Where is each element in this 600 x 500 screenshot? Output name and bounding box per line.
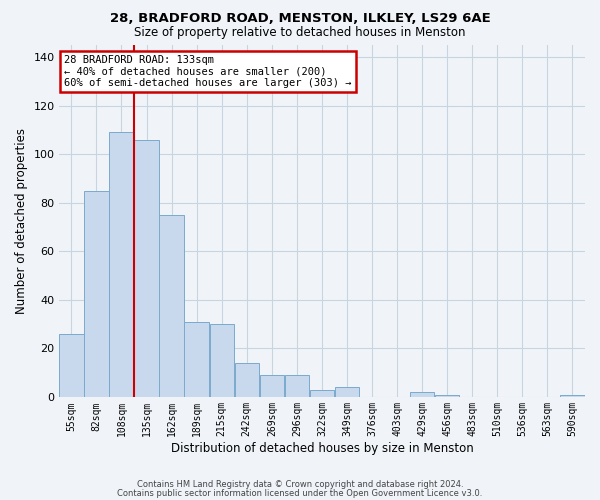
Y-axis label: Number of detached properties: Number of detached properties — [15, 128, 28, 314]
Bar — [435, 394, 460, 397]
Bar — [235, 363, 259, 397]
Text: Contains HM Land Registry data © Crown copyright and database right 2024.: Contains HM Land Registry data © Crown c… — [137, 480, 463, 489]
X-axis label: Distribution of detached houses by size in Menston: Distribution of detached houses by size … — [170, 442, 473, 455]
Bar — [209, 324, 234, 397]
Bar — [59, 334, 83, 397]
Text: 28, BRADFORD ROAD, MENSTON, ILKLEY, LS29 6AE: 28, BRADFORD ROAD, MENSTON, ILKLEY, LS29… — [110, 12, 490, 26]
Bar — [310, 390, 334, 397]
Bar — [184, 322, 209, 397]
Bar — [560, 394, 584, 397]
Bar — [134, 140, 158, 397]
Text: 28 BRADFORD ROAD: 133sqm
← 40% of detached houses are smaller (200)
60% of semi-: 28 BRADFORD ROAD: 133sqm ← 40% of detach… — [64, 54, 352, 88]
Text: Contains public sector information licensed under the Open Government Licence v3: Contains public sector information licen… — [118, 489, 482, 498]
Text: Size of property relative to detached houses in Menston: Size of property relative to detached ho… — [134, 26, 466, 39]
Bar — [260, 375, 284, 397]
Bar — [160, 215, 184, 397]
Bar — [84, 190, 109, 397]
Bar — [410, 392, 434, 397]
Bar — [285, 375, 309, 397]
Bar — [335, 388, 359, 397]
Bar — [109, 132, 134, 397]
